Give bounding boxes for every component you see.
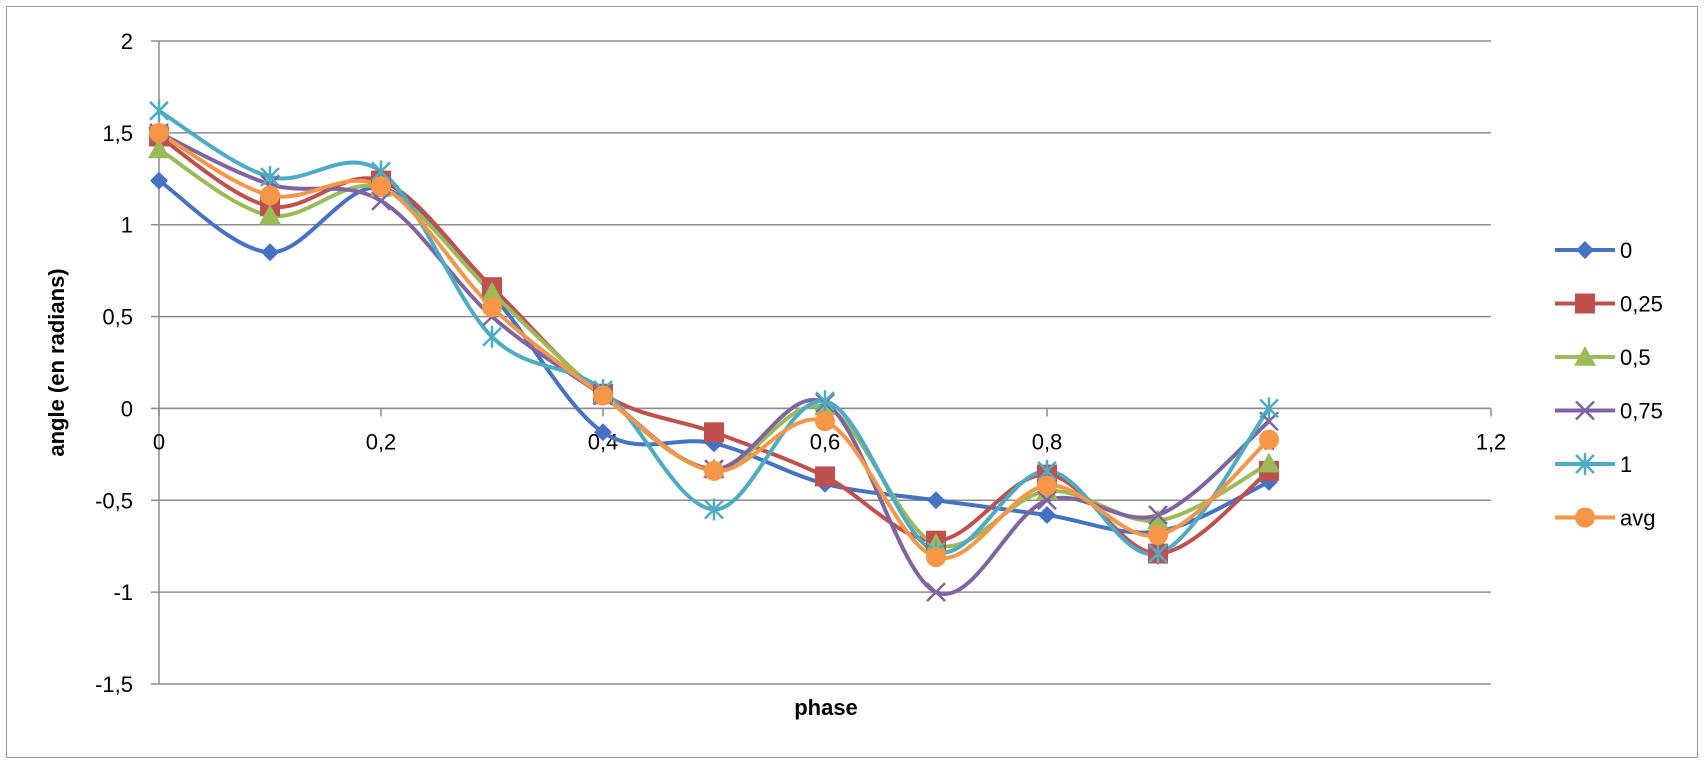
data-point-s5-p8 — [1037, 475, 1057, 496]
data-point-s4-p5 — [704, 498, 724, 521]
data-point-s5-p7 — [926, 547, 946, 568]
data-point-s5-p10 — [1259, 429, 1279, 450]
data-point-s4-p9 — [1148, 542, 1168, 565]
legend-label: 0 — [1620, 238, 1632, 263]
x-axis-title: phase — [794, 695, 858, 720]
legend-item: 0,5 — [1555, 345, 1651, 370]
data-point-s0-p0 — [150, 171, 168, 190]
y-tick-label: 0,5 — [102, 305, 133, 330]
data-point-s0-p4 — [594, 423, 612, 442]
y-tick-label: -1,5 — [95, 672, 133, 697]
data-point-s5-p6 — [815, 411, 835, 432]
chart-frame — [6, 6, 1698, 758]
data-point-s5-p1 — [260, 185, 280, 206]
data-point-s3-p7 — [926, 582, 946, 603]
series-line-3 — [157, 130, 1271, 596]
legend-item: avg — [1555, 506, 1655, 531]
legend-label: 0,75 — [1620, 399, 1663, 424]
y-tick-label: 1,5 — [102, 121, 133, 146]
data-point-s5-p3 — [482, 297, 502, 318]
data-point-s4-p10 — [1259, 397, 1279, 420]
data-point-s3-p8 — [1037, 490, 1057, 511]
y-tick-label: -1 — [113, 580, 133, 605]
data-point-s3-p9 — [1148, 505, 1168, 525]
legend-marker — [1574, 346, 1596, 366]
series-line-4 — [157, 108, 1271, 557]
data-point-s2-p3 — [481, 281, 503, 302]
series-line-5 — [157, 130, 1271, 561]
data-point-s0-p8 — [1038, 505, 1056, 524]
series-markers — [148, 99, 1280, 603]
y-tick-label: -0,5 — [95, 488, 133, 513]
data-point-s4-p0 — [149, 99, 169, 122]
y-tick-label: 2 — [121, 29, 133, 54]
legend: 0 0,25 0,5 0,75 1 avg — [1555, 238, 1663, 531]
y-axis-title: angle (en radians) — [44, 268, 69, 456]
data-point-s5-p5 — [704, 460, 724, 481]
data-point-s1-p5 — [704, 422, 724, 443]
legend-marker — [1575, 400, 1595, 421]
legend-label: 0,25 — [1620, 292, 1663, 317]
data-point-s2-p1 — [259, 204, 281, 225]
data-point-s4-p6 — [815, 390, 835, 413]
legend-marker — [1575, 453, 1595, 475]
legend-marker — [1575, 507, 1595, 528]
data-point-s5-p0 — [149, 122, 169, 143]
data-point-s3-p2 — [371, 190, 391, 211]
data-point-s2-p0 — [148, 138, 170, 159]
legend-item: 1 — [1555, 452, 1632, 477]
x-tick-label: 1,2 — [1476, 429, 1507, 454]
y-tick-label: 0 — [121, 396, 133, 421]
data-point-s4-p1 — [260, 165, 280, 188]
legend-label: 0,5 — [1620, 345, 1651, 370]
legend-label: avg — [1620, 506, 1655, 531]
data-point-s4-p3 — [482, 325, 502, 348]
y-tick-labels: 2 1,5 1 0,5 0 -0,5 -1 -1,5 — [95, 29, 133, 697]
legend-item: 0,25 — [1555, 292, 1663, 317]
series-line-2 — [157, 147, 1271, 549]
x-tick-label: 0 — [153, 429, 165, 454]
legend-marker — [1576, 241, 1594, 259]
legend-marker — [1575, 293, 1595, 314]
data-point-s2-p10 — [1258, 452, 1280, 473]
series-lines — [157, 108, 1271, 596]
x-tick-label: 0,6 — [810, 429, 841, 454]
data-point-s5-p9 — [1148, 525, 1168, 546]
legend-item: 0 — [1555, 238, 1632, 263]
series-line-0 — [157, 178, 1271, 535]
y-tick-label: 1 — [121, 213, 133, 238]
data-point-s1-p6 — [815, 466, 835, 487]
x-tick-labels: 00,20,40,60,811,2 — [153, 408, 1506, 454]
gridlines — [151, 40, 1491, 685]
data-point-s2-p9 — [1147, 509, 1169, 530]
x-tick-label: 0,8 — [1032, 429, 1063, 454]
x-tick-label: 0,2 — [366, 429, 397, 454]
data-point-s5-p4 — [593, 385, 613, 406]
data-point-s0-p7 — [927, 491, 945, 510]
legend-label: 1 — [1620, 452, 1632, 477]
data-point-s5-p2 — [371, 176, 391, 197]
data-point-s0-p1 — [261, 243, 279, 262]
axes — [158, 41, 1491, 684]
legend-item: 0,75 — [1555, 399, 1663, 424]
